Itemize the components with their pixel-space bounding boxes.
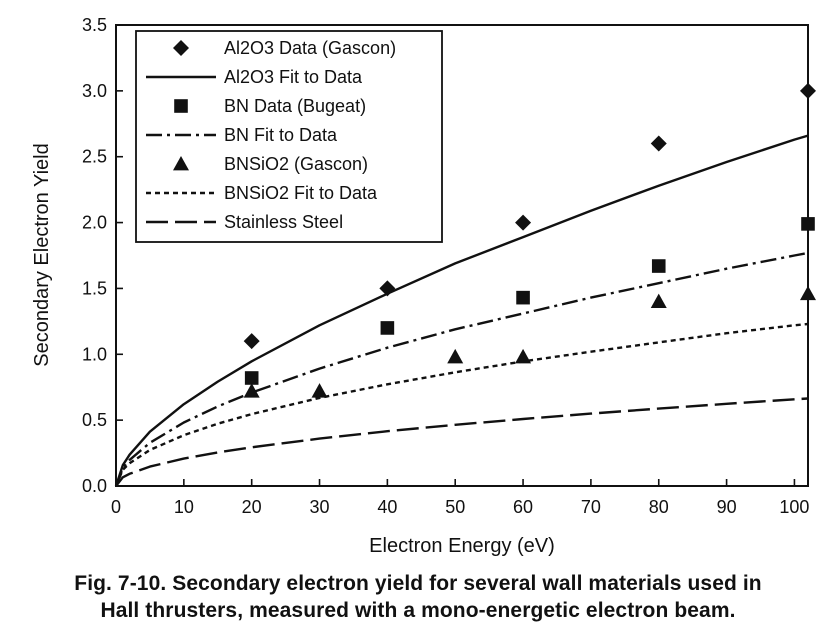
series-line xyxy=(115,397,809,487)
legend-swatch-marker xyxy=(173,156,189,171)
x-axis-title: Electron Energy (eV) xyxy=(369,535,555,557)
x-tick-label: 80 xyxy=(649,497,669,517)
series-bn-fit-to-data xyxy=(114,251,809,487)
x-tick-label: 10 xyxy=(174,497,194,517)
legend-item: BNSiO2 (Gascon) xyxy=(173,154,368,174)
data-point xyxy=(447,348,464,364)
data-point xyxy=(243,333,260,350)
caption-line-1: Fig. 7-10. Secondary electron yield for … xyxy=(74,572,762,595)
series-al2o3-fit-to-data xyxy=(114,134,809,487)
legend-swatch-marker xyxy=(174,99,188,113)
series-bnsio2-fit-to-data xyxy=(114,322,809,487)
series-stainless-steel xyxy=(115,397,809,487)
y-tick-label: 1.0 xyxy=(82,344,107,364)
y-tick-label: 0.5 xyxy=(82,410,107,430)
series-line xyxy=(114,322,809,487)
plot-frame xyxy=(115,24,809,487)
series-line xyxy=(114,134,809,487)
data-point xyxy=(651,259,666,273)
y-tick-label: 1.5 xyxy=(82,278,107,298)
series-layer xyxy=(114,82,816,487)
legend-label: BNSiO2 (Gascon) xyxy=(224,154,368,174)
data-point xyxy=(243,383,260,398)
data-point xyxy=(516,290,530,305)
legend-item: BN Fit to Data xyxy=(146,125,338,145)
data-point xyxy=(800,82,816,99)
x-tick-label: 40 xyxy=(377,497,397,517)
data-point xyxy=(650,135,667,152)
x-tick-label: 0 xyxy=(111,497,121,517)
data-point xyxy=(800,285,816,301)
y-tick-label: 3.5 xyxy=(82,15,107,35)
y-tick-label: 3.0 xyxy=(82,81,107,101)
x-tick-label: 20 xyxy=(242,497,262,517)
data-point xyxy=(380,321,395,335)
data-point xyxy=(311,383,328,398)
x-tick-label: 70 xyxy=(581,497,601,517)
legend-swatch-marker xyxy=(173,40,189,56)
legend-label: BN Data (Bugeat) xyxy=(224,96,366,116)
y-tick-label: 2.0 xyxy=(82,213,107,233)
x-tick-label: 50 xyxy=(445,497,465,517)
legend-label: BNSiO2 Fit to Data xyxy=(224,183,378,203)
y-tick-label: 2.5 xyxy=(82,147,107,167)
data-point xyxy=(801,217,815,231)
legend-box xyxy=(135,30,443,243)
data-point xyxy=(515,214,532,231)
data-point xyxy=(515,348,532,364)
legend-item: Stainless Steel xyxy=(146,212,343,232)
legend-item: BNSiO2 Fit to Data xyxy=(146,183,378,203)
legend-label: Al2O3 Fit to Data xyxy=(224,67,363,87)
series-bnsio2-gascon xyxy=(243,285,816,398)
caption-line-2: Hall thrusters, measured with a mono-ene… xyxy=(100,599,736,622)
legend-label: Al2O3 Data (Gascon) xyxy=(224,38,396,58)
legend-item: Al2O3 Fit to Data xyxy=(146,67,363,87)
figure-caption: Fig. 7-10. Secondary electron yield for … xyxy=(18,570,818,624)
legend-item: Al2O3 Data (Gascon) xyxy=(173,38,396,58)
y-tick-label: 0.0 xyxy=(82,476,107,496)
chart: 0 10 20 30 40 50 60 70 80 90 100 0.0 0.5 1.0 1.5 2.0 2.5… xyxy=(31,15,816,557)
series-bn-data-bugeat xyxy=(244,217,815,385)
x-tick-label: 90 xyxy=(717,497,737,517)
x-tick-label: 30 xyxy=(310,497,330,517)
x-tick-label: 100 xyxy=(779,497,809,517)
axes: 0 10 20 30 40 50 60 70 80 90 100 0.0 0.5 1.0 1.5 2.0 2.5… xyxy=(82,15,809,517)
data-point xyxy=(244,371,259,385)
legend-label: Stainless Steel xyxy=(224,212,343,232)
data-point xyxy=(650,293,667,308)
legend: Al2O3 Data (Gascon) Al2O3 Fit to Data BN D… xyxy=(135,30,443,243)
series-line xyxy=(114,251,809,487)
legend-label: BN Fit to Data xyxy=(224,125,338,145)
legend-item: BN Data (Bugeat) xyxy=(174,96,366,116)
y-axis-title: Secondary Electron Yield xyxy=(31,143,53,366)
x-tick-label: 60 xyxy=(513,497,533,517)
